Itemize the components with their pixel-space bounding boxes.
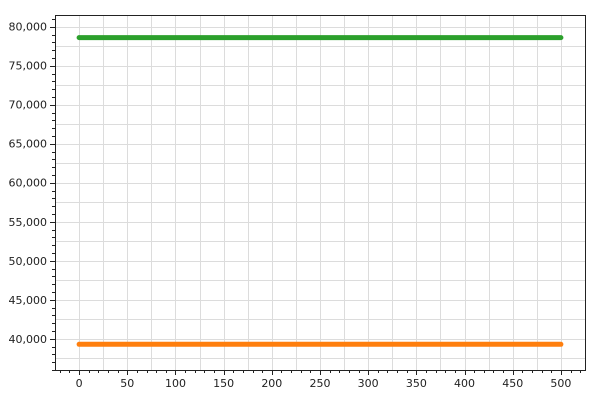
x-tick-label: 250	[310, 377, 331, 390]
tick-labels: 0 50 100 150 200 250 300 350 400 450 500 40,000 45,0…	[9, 21, 572, 390]
x-tick-label: 150	[213, 377, 234, 390]
x-tick-label: 0	[76, 377, 83, 390]
y-tick-label: 75,000	[9, 60, 48, 73]
x-tick-label: 100	[165, 377, 186, 390]
x-tick-label: 50	[120, 377, 134, 390]
y-tick-label: 80,000	[9, 21, 48, 34]
y-tick-label: 45,000	[9, 294, 48, 307]
y-tick-label: 40,000	[9, 333, 48, 346]
series-layer	[76, 35, 564, 347]
x-tick-label: 450	[502, 377, 523, 390]
x-tick-label: 200	[261, 377, 282, 390]
y-tick-label: 55,000	[9, 216, 48, 229]
y-tick-label: 65,000	[9, 138, 48, 151]
y-tick-label: 70,000	[9, 99, 48, 112]
x-tick-label: 300	[358, 377, 379, 390]
y-tick-label: 50,000	[9, 255, 48, 268]
axes	[50, 15, 586, 375]
grid	[55, 15, 585, 370]
x-tick-label: 500	[550, 377, 571, 390]
y-tick-label: 60,000	[9, 177, 48, 190]
x-tick-label: 400	[454, 377, 475, 390]
x-tick-label: 350	[406, 377, 427, 390]
